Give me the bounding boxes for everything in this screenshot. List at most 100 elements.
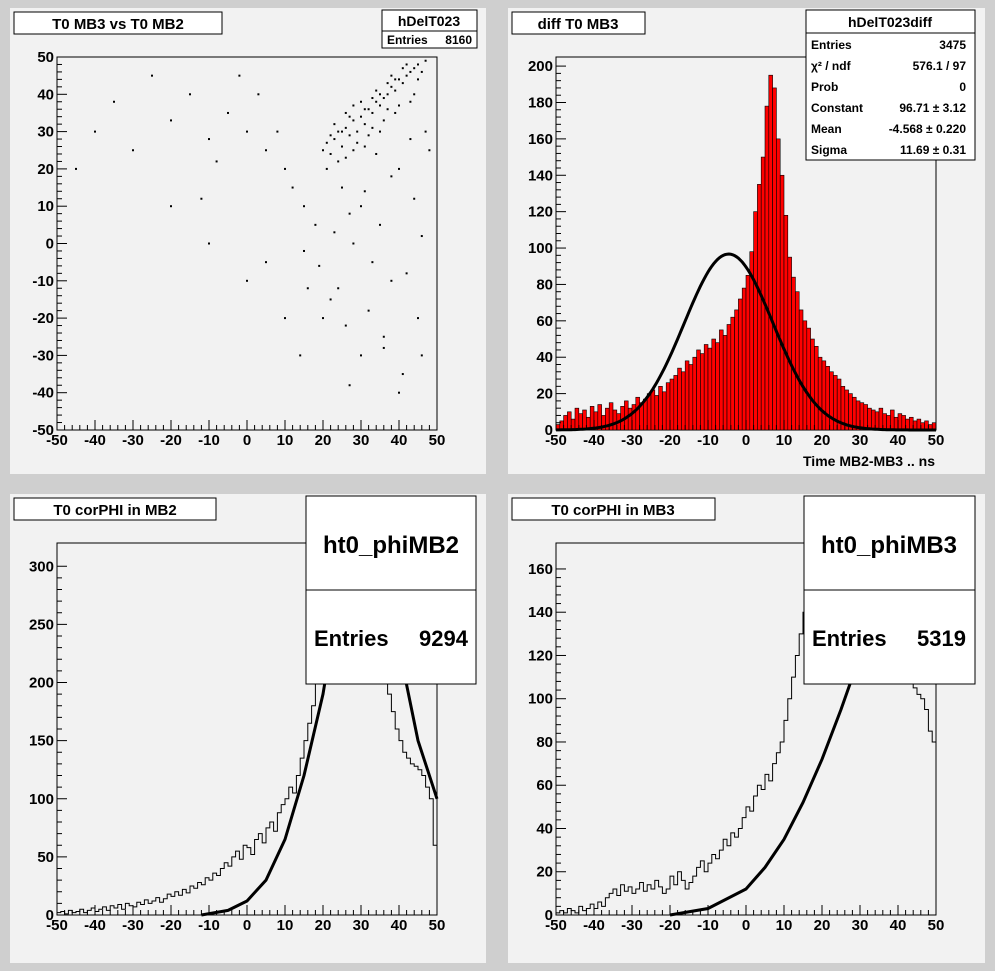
stats-row-value: -4.568 ± 0.220 <box>889 122 967 136</box>
histogram-bar <box>764 105 770 431</box>
scatter-point <box>379 104 381 107</box>
scatter-point <box>409 100 412 103</box>
x-axis-title: Time MB2-MB3 .. ns <box>803 453 935 469</box>
histogram-bar <box>768 74 773 431</box>
scatter-point <box>367 309 370 312</box>
histogram-bar <box>719 329 724 431</box>
scatter-point <box>375 152 378 155</box>
histogram-bar <box>909 416 914 431</box>
scatter-point <box>413 93 416 96</box>
y-tick-label: -30 <box>32 347 54 364</box>
scatter-point <box>337 160 340 163</box>
histogram-bar <box>730 316 735 431</box>
y-tick-label: 250 <box>29 616 54 633</box>
y-axis: 0 50 100 150 200 250 300 <box>29 558 67 924</box>
y-tick-label: 0 <box>46 907 54 924</box>
scatter-point <box>413 67 416 70</box>
scatter-point <box>348 384 351 387</box>
stats-entries-label: Entries <box>387 33 428 47</box>
scatter-point <box>390 279 393 282</box>
pad-diff-histogram: -50 -40 -30 -20 -10 0 10 20 30 40 50 0 20 40 60 80 100 1… <box>508 8 985 474</box>
histogram-bar <box>574 407 580 431</box>
scatter-point <box>303 249 305 252</box>
scatter-point <box>348 134 351 137</box>
histogram-bar <box>871 409 876 431</box>
stats-row-value: 96.71 ± 3.12 <box>899 101 966 115</box>
histogram-bar <box>798 309 804 431</box>
y-tick-label: 20 <box>536 864 553 881</box>
x-tick-label: -10 <box>697 917 719 934</box>
histogram-bar <box>738 298 743 431</box>
y-axis: 0 20 40 60 80 100 120 140 160 <box>528 561 566 924</box>
scatter-point <box>386 82 389 85</box>
scatter-point <box>417 78 419 81</box>
scatter-point <box>215 160 218 163</box>
stats-row-label: Sigma <box>811 143 847 157</box>
histogram-bar <box>722 335 728 431</box>
histogram-bar <box>757 184 762 431</box>
scatter-point <box>306 287 309 290</box>
x-tick-label: -30 <box>122 917 144 934</box>
y-tick-label: -40 <box>32 385 54 402</box>
title-box <box>13 11 223 35</box>
histogram-bar <box>703 344 709 431</box>
histogram-bar <box>878 407 884 431</box>
x-axis: -50 -40 -30 -20 -10 0 10 20 30 40 50 <box>46 905 445 934</box>
y-tick-label: 100 <box>528 691 553 708</box>
scatter-point <box>227 111 229 114</box>
scatter-point <box>401 67 404 70</box>
y-tick-label: 40 <box>536 820 553 837</box>
y-tick-label: 50 <box>37 849 54 866</box>
scatter-point <box>375 89 378 92</box>
histogram-bar <box>662 391 667 431</box>
x-axis: -50 -40 -30 -20 -10 0 10 20 30 40 50 <box>545 420 944 449</box>
histogram-bar <box>673 375 678 431</box>
y-tick-label: 0 <box>46 236 54 253</box>
histogram-bar <box>654 395 659 431</box>
stats-row-label: Entries <box>811 38 852 52</box>
scatter-point <box>420 354 423 357</box>
x-tick-label: 20 <box>315 917 332 934</box>
histogram-bar <box>627 407 633 431</box>
scatter-point <box>363 145 366 148</box>
scatter-point <box>398 78 400 81</box>
x-tick-label: -40 <box>583 917 605 934</box>
scatter-point <box>417 63 419 66</box>
x-tick-label: 40 <box>391 432 408 449</box>
histogram-bar <box>734 309 739 431</box>
scatter-point <box>382 335 385 338</box>
scatter-point <box>398 167 400 170</box>
x-tick-label: 50 <box>429 432 446 449</box>
x-tick-label: 40 <box>890 917 907 934</box>
histogram-bar <box>886 415 891 431</box>
stats-box <box>805 9 976 161</box>
scatter-point <box>363 123 366 126</box>
scatter-point <box>390 175 393 178</box>
scatter-point <box>325 167 328 170</box>
histogram-bar <box>855 400 861 431</box>
x-tick-label: -40 <box>84 432 106 449</box>
scatter-point <box>409 70 412 73</box>
histogram-bar <box>681 371 686 431</box>
x-tick-label: -10 <box>697 432 719 449</box>
scatter-point <box>329 134 332 137</box>
x-tick-label: -30 <box>621 432 643 449</box>
x-tick-label: -50 <box>545 917 567 934</box>
scatter-point <box>322 317 324 320</box>
x-tick-label: 50 <box>928 917 945 934</box>
y-tick-label: 150 <box>29 733 54 750</box>
histogram-bar <box>787 256 792 431</box>
scatter-point <box>170 205 172 208</box>
scatter-point <box>344 156 347 159</box>
histogram-bar <box>715 342 720 431</box>
scatter-point <box>151 74 153 77</box>
histogram-bar <box>783 214 789 431</box>
y-tick-label: 50 <box>37 49 54 66</box>
scatter-point <box>382 119 385 122</box>
scatter-point <box>413 197 416 200</box>
histogram-bar <box>726 324 732 431</box>
scatter-point <box>333 231 336 234</box>
histogram-bar <box>859 402 865 431</box>
x-tick-label: -30 <box>122 432 144 449</box>
